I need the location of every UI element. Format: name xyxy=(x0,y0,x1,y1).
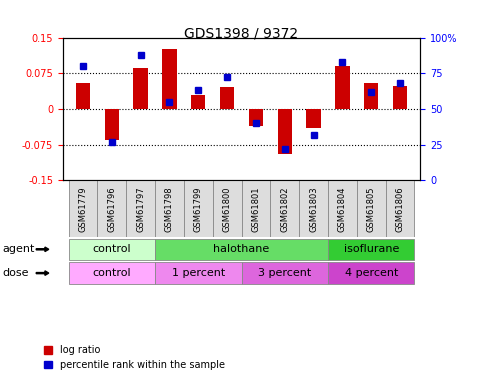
Text: GSM61802: GSM61802 xyxy=(280,186,289,232)
Bar xyxy=(155,180,184,237)
Bar xyxy=(76,83,90,109)
Text: GSM61796: GSM61796 xyxy=(107,186,116,232)
Bar xyxy=(69,238,155,260)
Bar xyxy=(105,109,119,140)
Bar xyxy=(278,109,292,154)
Text: control: control xyxy=(92,244,131,254)
Bar xyxy=(69,180,98,237)
Text: dose: dose xyxy=(2,268,29,278)
Bar xyxy=(306,109,321,128)
Bar xyxy=(220,87,234,109)
Bar xyxy=(69,262,155,284)
Bar xyxy=(335,66,350,109)
Bar xyxy=(299,180,328,237)
Text: agent: agent xyxy=(2,244,35,254)
Text: GDS1398 / 9372: GDS1398 / 9372 xyxy=(185,26,298,40)
Text: GSM61806: GSM61806 xyxy=(396,186,405,232)
Bar xyxy=(249,109,263,126)
Text: GSM61800: GSM61800 xyxy=(223,186,231,232)
Bar xyxy=(162,50,177,109)
Bar xyxy=(364,83,378,109)
Bar xyxy=(393,86,407,109)
Text: GSM61779: GSM61779 xyxy=(78,186,87,232)
Bar xyxy=(328,238,414,260)
Legend: log ratio, percentile rank within the sample: log ratio, percentile rank within the sa… xyxy=(43,345,225,370)
Text: GSM61797: GSM61797 xyxy=(136,186,145,232)
Bar xyxy=(126,180,155,237)
Text: 4 percent: 4 percent xyxy=(344,268,398,278)
Text: GSM61799: GSM61799 xyxy=(194,186,203,232)
Text: halothane: halothane xyxy=(213,244,270,254)
Bar xyxy=(270,180,299,237)
Bar xyxy=(328,262,414,284)
Bar xyxy=(191,94,205,109)
Bar xyxy=(98,180,126,237)
Bar xyxy=(184,180,213,237)
Text: GSM61804: GSM61804 xyxy=(338,186,347,232)
Text: GSM61798: GSM61798 xyxy=(165,186,174,232)
Bar xyxy=(328,180,357,237)
Text: isoflurane: isoflurane xyxy=(343,244,399,254)
Text: 1 percent: 1 percent xyxy=(171,268,225,278)
Bar xyxy=(242,262,328,284)
Bar xyxy=(133,68,148,109)
Text: 3 percent: 3 percent xyxy=(258,268,312,278)
Bar xyxy=(155,238,328,260)
Text: control: control xyxy=(92,268,131,278)
Text: GSM61801: GSM61801 xyxy=(252,186,260,232)
Bar xyxy=(155,262,242,284)
Bar xyxy=(357,180,385,237)
Bar xyxy=(385,180,414,237)
Bar xyxy=(213,180,242,237)
Text: GSM61805: GSM61805 xyxy=(367,186,376,232)
Text: GSM61803: GSM61803 xyxy=(309,186,318,232)
Bar xyxy=(242,180,270,237)
